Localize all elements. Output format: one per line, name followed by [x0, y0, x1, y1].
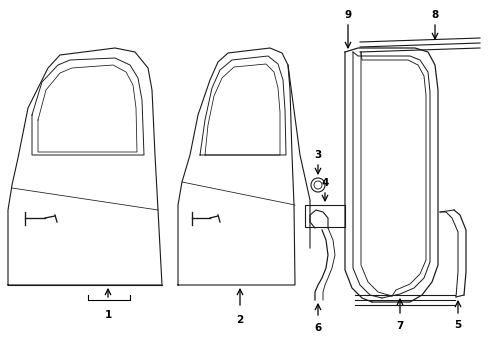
Text: 1: 1	[104, 310, 111, 320]
Text: 6: 6	[314, 323, 321, 333]
Bar	[305, 205, 345, 227]
Text: 3: 3	[314, 150, 321, 160]
Text: 7: 7	[395, 321, 403, 331]
Text: 9: 9	[344, 10, 351, 20]
Text: 2: 2	[236, 315, 243, 325]
Text: 4: 4	[321, 178, 328, 188]
Text: 5: 5	[453, 320, 461, 330]
Text: 8: 8	[430, 10, 438, 20]
